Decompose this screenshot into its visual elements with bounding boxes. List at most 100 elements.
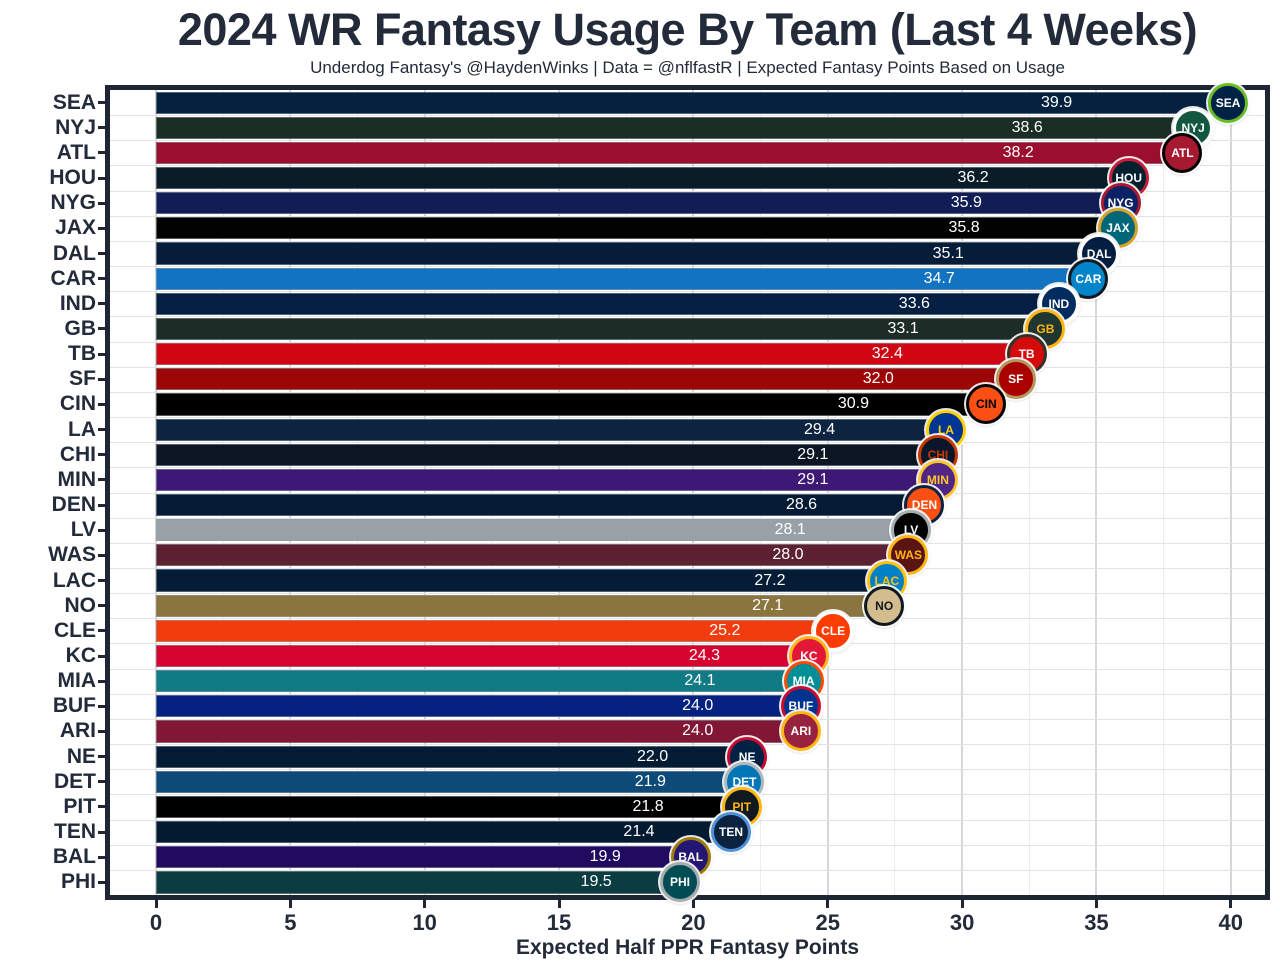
plot-panel: 39.9 SEA 38.6 NYJ 38.2 ATL 36.2 HOU 35.9 NYG 35.8 J… bbox=[105, 82, 1270, 903]
bar-value-label: 29.1 bbox=[797, 470, 829, 488]
gridline-horizontal bbox=[110, 618, 1265, 620]
x-tick-label-15: 15 bbox=[546, 910, 572, 935]
y-tick-label-phi: PHI bbox=[60, 870, 96, 894]
y-tick-label-dal: DAL bbox=[52, 241, 96, 265]
team-logo-sea-icon: SEA bbox=[1208, 82, 1249, 123]
bar-value-label: 24.3 bbox=[688, 647, 721, 665]
y-tick-label-ari: ARI bbox=[59, 719, 96, 743]
y-tick-label-nyg: NYG bbox=[50, 191, 96, 215]
bar-value-label: 36.2 bbox=[957, 169, 989, 187]
bar-value-label: 29.4 bbox=[804, 420, 836, 438]
y-tick-mark bbox=[98, 453, 105, 457]
y-tick-mark bbox=[98, 553, 105, 557]
y-tick-mark bbox=[98, 629, 105, 633]
bar-value-label: 25.2 bbox=[709, 621, 741, 639]
bar-value-label: 34.7 bbox=[923, 269, 955, 287]
gridline-horizontal bbox=[110, 266, 1265, 268]
y-tick-label-mia: MIA bbox=[57, 669, 97, 693]
bar-value-label: 27.2 bbox=[754, 571, 786, 589]
bar-value-label: 33.1 bbox=[887, 319, 919, 337]
bar-value-label: 19.9 bbox=[589, 848, 621, 866]
y-tick-mark bbox=[98, 377, 105, 381]
bar-value-label: 28.0 bbox=[772, 546, 804, 564]
y-tick-label-kc: KC bbox=[65, 644, 96, 668]
y-tick-label-buf: BUF bbox=[52, 694, 96, 718]
y-tick-label-sea: SEA bbox=[52, 90, 96, 114]
y-tick-mark bbox=[98, 101, 105, 105]
y-tick-mark bbox=[98, 352, 105, 356]
gridline-horizontal bbox=[110, 668, 1265, 670]
y-tick-mark bbox=[98, 126, 105, 130]
y-tick-mark bbox=[98, 327, 105, 331]
gridline-horizontal bbox=[110, 341, 1265, 343]
bar-value-label: 28.6 bbox=[785, 496, 818, 514]
y-tick-mark bbox=[98, 201, 105, 205]
y-tick-label-ne: NE bbox=[66, 744, 96, 768]
bar-value-label: 35.8 bbox=[948, 219, 980, 237]
bar-value-label: 19.5 bbox=[580, 873, 612, 891]
y-tick-mark bbox=[98, 855, 105, 859]
y-tick-mark bbox=[98, 755, 105, 759]
gridline-horizontal bbox=[110, 391, 1265, 393]
bar-value-label: 21.8 bbox=[632, 797, 664, 815]
y-tick-label-cle: CLE bbox=[54, 618, 96, 642]
x-tick-mark bbox=[423, 900, 427, 908]
gridline-horizontal bbox=[110, 215, 1265, 217]
bar-value-label: 24.1 bbox=[684, 672, 716, 690]
bar-value-label: 38.6 bbox=[1011, 118, 1043, 136]
gridline-horizontal bbox=[110, 366, 1265, 368]
y-tick-label-no: NO bbox=[64, 593, 97, 617]
gridline-horizontal bbox=[110, 240, 1265, 242]
team-logo-ari-icon: ARI bbox=[780, 711, 821, 752]
y-tick-label-atl: ATL bbox=[56, 140, 96, 164]
x-tick-mark bbox=[288, 900, 292, 908]
team-logo-no-icon: NO bbox=[864, 585, 905, 626]
y-tick-mark bbox=[98, 151, 105, 155]
y-tick-mark bbox=[98, 176, 105, 180]
y-tick-mark bbox=[98, 226, 105, 230]
gridline-horizontal bbox=[110, 643, 1265, 645]
y-tick-mark bbox=[98, 579, 105, 583]
bar-value-label: 24.0 bbox=[682, 697, 714, 715]
y-tick-label-ind: IND bbox=[59, 291, 96, 315]
bar-value-label: 27.1 bbox=[752, 596, 784, 614]
gridline-horizontal bbox=[110, 165, 1265, 167]
x-tick-label-5: 5 bbox=[284, 910, 297, 935]
y-tick-mark bbox=[98, 780, 105, 784]
x-tick-label-20: 20 bbox=[681, 910, 706, 935]
x-tick-mark bbox=[154, 900, 158, 908]
x-tick-mark bbox=[960, 900, 964, 908]
gridline-horizontal bbox=[110, 291, 1265, 293]
bar-value-label: 32.0 bbox=[862, 370, 894, 388]
y-tick-label-chi: CHI bbox=[59, 442, 96, 466]
y-tick-label-gb: GB bbox=[64, 316, 97, 340]
x-tick-label-35: 35 bbox=[1084, 910, 1109, 935]
gridline-horizontal bbox=[110, 744, 1265, 746]
y-tick-mark bbox=[98, 830, 105, 834]
team-logo-atl-icon: ATL bbox=[1162, 132, 1203, 173]
gridline-horizontal bbox=[110, 442, 1265, 444]
gridline-horizontal bbox=[110, 693, 1265, 695]
bar-value-label: 33.6 bbox=[898, 294, 930, 312]
bar-value-label: 32.4 bbox=[871, 345, 903, 363]
bar-value-label: 24.0 bbox=[682, 722, 714, 740]
x-tick-label-10: 10 bbox=[412, 910, 437, 935]
y-tick-mark bbox=[98, 880, 105, 884]
team-logo-ten-icon: TEN bbox=[711, 812, 752, 853]
gridline-horizontal bbox=[110, 467, 1265, 469]
y-tick-mark bbox=[98, 277, 105, 281]
y-tick-mark bbox=[98, 528, 105, 532]
x-tick-label-40: 40 bbox=[1218, 910, 1244, 935]
y-tick-label-det: DET bbox=[54, 769, 96, 793]
team-logo-jax-icon: JAX bbox=[1097, 208, 1138, 249]
y-tick-label-was: WAS bbox=[48, 543, 96, 567]
y-tick-label-lv: LV bbox=[70, 518, 96, 542]
gridline-horizontal bbox=[110, 140, 1265, 142]
y-tick-label-jax: JAX bbox=[55, 216, 96, 240]
y-tick-label-sf: SF bbox=[69, 367, 96, 391]
y-tick-label-tb: TB bbox=[68, 342, 96, 366]
y-tick-mark bbox=[98, 252, 105, 256]
gridline-horizontal bbox=[110, 115, 1265, 117]
gridline-horizontal bbox=[110, 492, 1265, 494]
x-tick-mark bbox=[826, 900, 830, 908]
